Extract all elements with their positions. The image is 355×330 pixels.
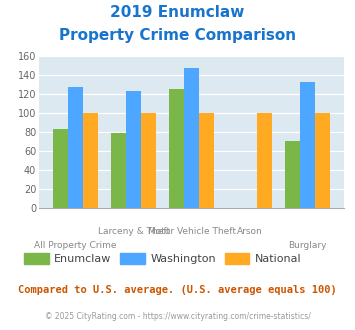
Bar bbox=[53, 129, 68, 208]
Bar bbox=[169, 89, 184, 208]
Bar bbox=[141, 113, 156, 208]
Bar bbox=[68, 87, 83, 208]
Text: Larceny & Theft: Larceny & Theft bbox=[98, 227, 170, 236]
Bar bbox=[199, 113, 214, 208]
Text: All Property Crime: All Property Crime bbox=[34, 241, 117, 250]
Bar bbox=[285, 141, 300, 208]
Bar bbox=[300, 82, 315, 208]
Text: Property Crime Comparison: Property Crime Comparison bbox=[59, 28, 296, 43]
Bar bbox=[126, 91, 141, 208]
Bar bbox=[83, 113, 98, 208]
Legend: Enumclaw, Washington, National: Enumclaw, Washington, National bbox=[20, 248, 306, 268]
Text: Burglary: Burglary bbox=[289, 241, 327, 250]
Text: Compared to U.S. average. (U.S. average equals 100): Compared to U.S. average. (U.S. average … bbox=[18, 285, 337, 295]
Bar bbox=[184, 68, 199, 208]
Text: Arson: Arson bbox=[237, 227, 263, 236]
Text: Motor Vehicle Theft: Motor Vehicle Theft bbox=[148, 227, 236, 236]
Bar bbox=[111, 133, 126, 208]
Bar bbox=[315, 113, 331, 208]
Text: 2019 Enumclaw: 2019 Enumclaw bbox=[110, 5, 245, 20]
Text: © 2025 CityRating.com - https://www.cityrating.com/crime-statistics/: © 2025 CityRating.com - https://www.city… bbox=[45, 312, 310, 321]
Bar bbox=[257, 113, 272, 208]
